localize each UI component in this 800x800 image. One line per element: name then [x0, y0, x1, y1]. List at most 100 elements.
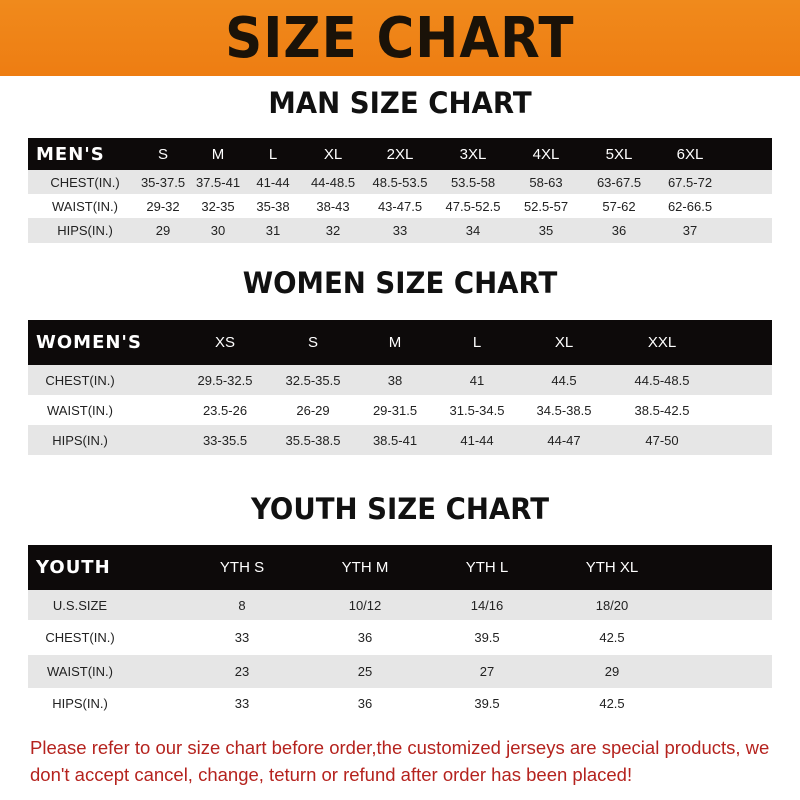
table-cell: 6XL [676, 145, 704, 163]
table-cell: 35-37.5 [140, 174, 186, 190]
table-cell: 44.5-48.5 [634, 372, 690, 388]
table-cell: 29 [604, 664, 620, 679]
table-header-row: MEN'S S M L XL 2XL 3XL 4XL 5XL 6XL [28, 138, 772, 170]
men-size-table: MEN'S S M L XL 2XL 3XL 4XL 5XL 6XL CHEST(IN.) 35-37… [28, 138, 772, 243]
table-cell: 44.5 [551, 372, 577, 388]
table-cell: 38.5-41 [372, 432, 418, 448]
table-cell: 62-66.5 [667, 198, 713, 214]
table-cell: 43-47.5 [377, 198, 423, 214]
table-cell: 33-35.5 [202, 432, 248, 448]
table-cell: 29.5-32.5 [197, 372, 253, 388]
row-label: CHEST(IN.) [45, 630, 115, 645]
table-cell: M [211, 145, 225, 163]
table-cell: 67.5-72 [667, 174, 713, 190]
table-cell: L [472, 334, 482, 351]
table-cell: 35-38 [256, 198, 290, 214]
table-cell: 33 [392, 223, 408, 238]
table-cell: 26-29 [296, 402, 330, 418]
table-cell: 42.5 [599, 630, 625, 645]
table-cell: 37 [682, 223, 698, 238]
women-title: WOMEN SIZE CHART [242, 266, 558, 300]
table-cell: 38.5-42.5 [634, 402, 690, 418]
table-cell: YTH M [341, 559, 389, 576]
table-cell: 4XL [532, 145, 560, 163]
table-cell: 57-62 [602, 198, 636, 214]
table-row: HIPS(IN.) 33-35.5 35.5-38.5 38.5-41 41-44 44-… [28, 425, 772, 455]
table-cell: L [268, 145, 278, 163]
table-cell: 14/16 [470, 597, 504, 613]
table-cell: 35 [538, 223, 554, 238]
women-size-table: WOMEN'S XS S M L XL XXL CHEST(IN.) 29.5-32.5 32.5… [28, 320, 772, 455]
youth-title: YOUTH SIZE CHART [250, 492, 550, 526]
table-cell: XXL [647, 334, 677, 351]
row-label: WOMEN'S [36, 332, 142, 353]
table-header-row: YOUTH YTH S YTH M YTH L YTH XL [28, 545, 772, 590]
table-cell: 47.5-52.5 [445, 198, 501, 214]
table-cell: 39.5 [474, 630, 500, 645]
table-cell: 30 [210, 223, 226, 238]
table-row: WAIST(IN.) 23.5-26 26-29 29-31.5 31.5-34.5 34… [28, 395, 772, 425]
row-label: WAIST(IN.) [47, 664, 113, 679]
table-row: CHEST(IN.) 33 36 39.5 42.5 [28, 620, 772, 655]
table-row: CHEST(IN.) 29.5-32.5 32.5-35.5 38 41 44.5 44.5… [28, 365, 772, 395]
table-cell: 48.5-53.5 [372, 174, 428, 190]
table-cell: 52.5-57 [523, 198, 569, 214]
table-cell: 42.5 [599, 695, 625, 711]
row-label: HIPS(IN.) [57, 223, 113, 238]
table-row: WAIST(IN.) 23 25 27 29 [28, 655, 772, 688]
row-label: CHEST(IN.) [50, 174, 120, 190]
disclaimer-note: Please refer to our size chart before or… [30, 737, 770, 785]
table-cell: 10/12 [348, 597, 382, 613]
table-cell: 44-48.5 [310, 174, 356, 190]
table-cell: M [388, 334, 402, 351]
table-cell: YTH L [465, 559, 509, 576]
table-row: CHEST(IN.) 35-37.5 37.5-41 41-44 44-48.5 48.5… [28, 170, 772, 194]
table-cell: 63-67.5 [596, 174, 642, 190]
table-cell: 2XL [386, 145, 414, 163]
row-label: HIPS(IN.) [52, 432, 108, 448]
table-cell: 32-35 [201, 198, 235, 214]
table-cell: YTH S [219, 559, 265, 576]
table-cell: 34.5-38.5 [536, 402, 592, 418]
table-cell: 41-44 [460, 432, 494, 448]
table-cell: 38 [387, 372, 403, 388]
row-label: CHEST(IN.) [45, 372, 115, 388]
table-cell: 31 [265, 223, 281, 238]
row-label: YOUTH [36, 557, 111, 578]
table-header-row: WOMEN'S XS S M L XL XXL [28, 320, 772, 365]
table-cell: 31.5-34.5 [449, 402, 505, 418]
row-label: MEN'S [36, 143, 105, 165]
table-cell: YTH XL [585, 559, 639, 576]
men-title: MAN SIZE CHART [268, 86, 532, 120]
row-label: WAIST(IN.) [47, 402, 113, 418]
table-cell: 5XL [605, 145, 633, 163]
table-cell: 25 [357, 664, 373, 679]
table-cell: 39.5 [474, 695, 500, 711]
table-cell: 58-63 [529, 174, 563, 190]
row-label: U.S.SIZE [52, 597, 108, 613]
banner-title: SIZE CHART [225, 5, 575, 71]
table-row: U.S.SIZE 8 10/12 14/16 18/20 [28, 590, 772, 620]
table-cell: 29-32 [146, 198, 180, 214]
table-cell: 34 [465, 223, 481, 238]
table-cell: 29-31.5 [372, 402, 418, 418]
table-cell: XL [323, 145, 343, 163]
table-row: WAIST(IN.) 29-32 32-35 35-38 38-43 43-47.5 47.… [28, 194, 772, 218]
table-cell: 36 [357, 695, 373, 711]
table-row: HIPS(IN.) 29 30 31 32 33 34 35 36 37 [28, 218, 772, 243]
table-cell: 32.5-35.5 [285, 372, 341, 388]
youth-size-table: YOUTH YTH S YTH M YTH L YTH XL U.S.SIZE 8 10/12… [28, 545, 772, 718]
table-cell: 33 [234, 695, 250, 711]
table-cell: 36 [611, 223, 627, 238]
table-cell: 8 [238, 597, 246, 613]
row-label: HIPS(IN.) [52, 695, 108, 711]
table-cell: 35.5-38.5 [285, 432, 341, 448]
table-cell: 41-44 [256, 174, 290, 190]
table-cell: 38-43 [316, 198, 350, 214]
table-cell: 36 [357, 630, 373, 645]
banner: SIZE CHART [0, 0, 800, 76]
row-label: WAIST(IN.) [52, 198, 118, 214]
table-cell: S [307, 334, 319, 351]
table-cell: 47-50 [645, 432, 679, 448]
table-cell: 53.5-58 [450, 174, 496, 190]
